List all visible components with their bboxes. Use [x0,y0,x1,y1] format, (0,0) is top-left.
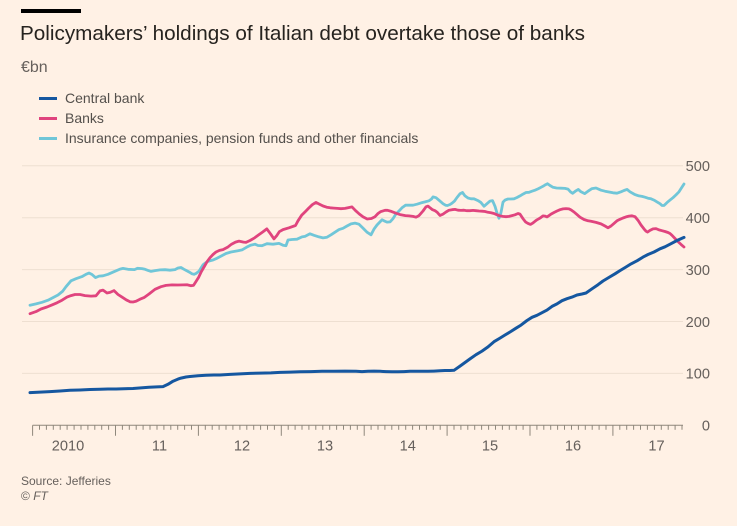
svg-text:14: 14 [400,439,416,455]
svg-text:500: 500 [686,159,710,175]
svg-text:11: 11 [152,439,167,455]
svg-text:15: 15 [482,439,498,455]
svg-text:200: 200 [686,315,710,331]
svg-text:2010: 2010 [52,439,84,455]
svg-text:100: 100 [686,367,710,383]
svg-text:16: 16 [565,439,581,455]
svg-text:12: 12 [234,439,250,455]
svg-text:0: 0 [702,419,710,435]
svg-text:300: 300 [686,263,710,279]
svg-text:17: 17 [648,439,664,455]
svg-text:13: 13 [317,439,333,455]
svg-text:400: 400 [686,211,710,227]
